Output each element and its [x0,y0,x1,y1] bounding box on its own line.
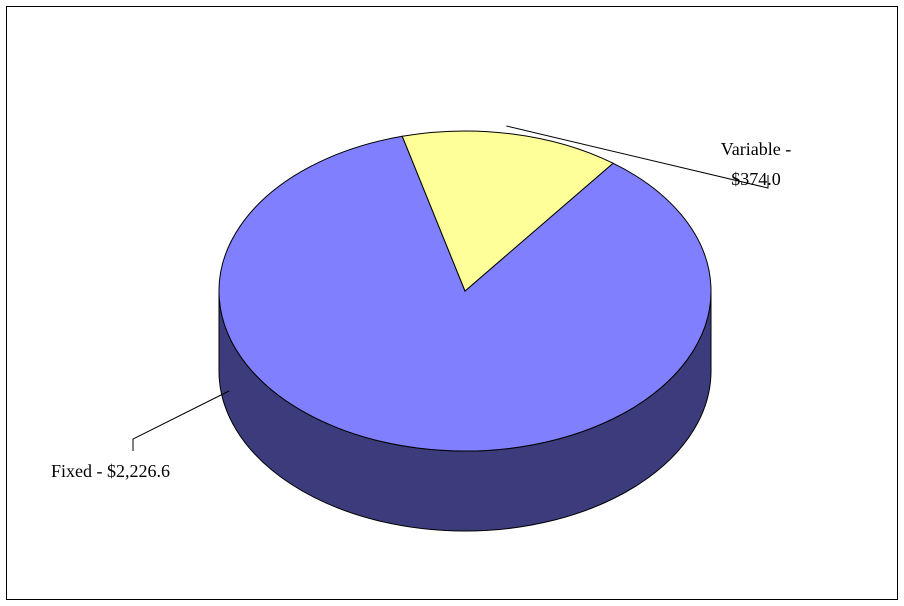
leader-line-variable [506,125,769,189]
pie-slice-1 [401,130,614,292]
pie-slice-0 [218,135,712,452]
label-variable-line2: $374.0 [731,169,781,189]
pie-chart: Variable - $374.0 Fixed - $2,226.6 [51,125,791,532]
label-variable-line1: Variable - [721,139,791,159]
leader-line-fixed [132,390,230,451]
chart-area: Variable - $374.0 Fixed - $2,226.6 [6,6,898,600]
label-fixed: Fixed - $2,226.6 [51,461,170,481]
